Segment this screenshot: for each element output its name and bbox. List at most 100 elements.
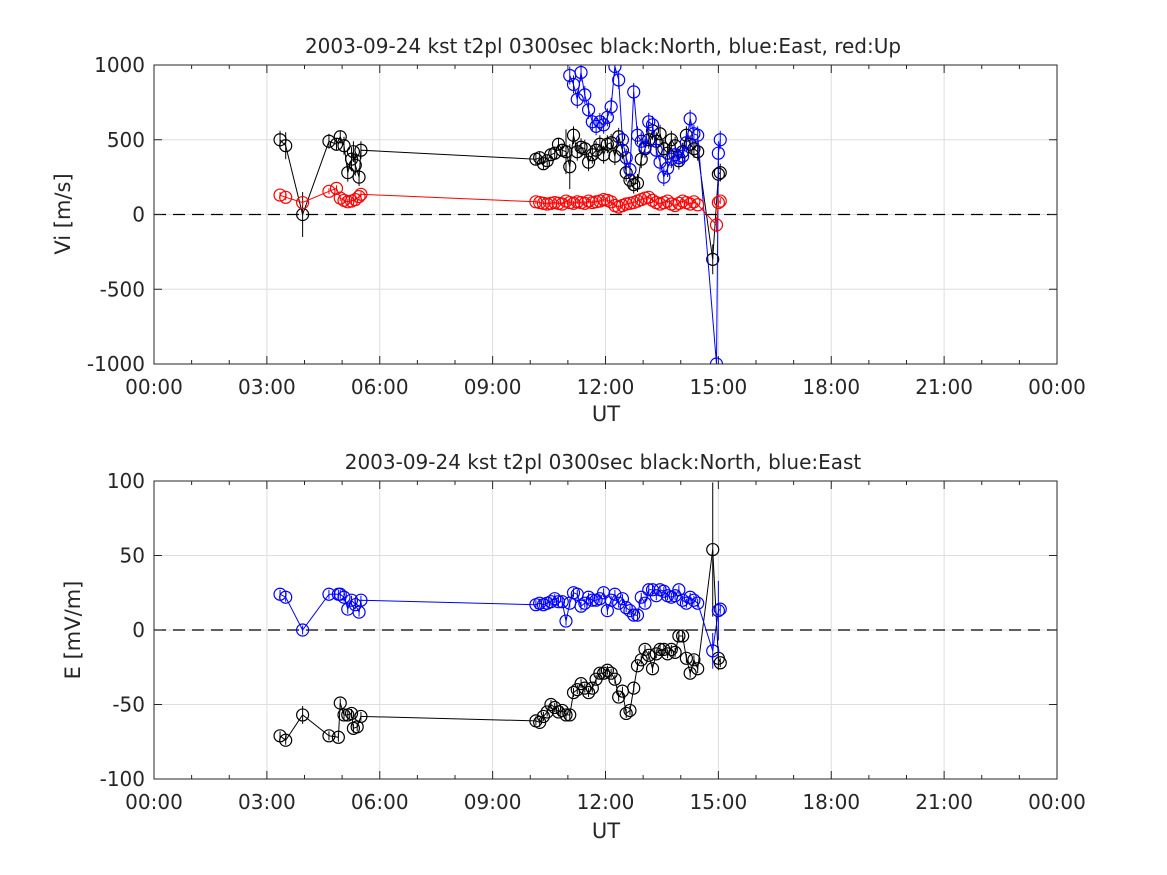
data-point <box>344 706 359 721</box>
data-point <box>711 146 725 160</box>
data-point <box>619 706 633 721</box>
data-point <box>555 197 569 211</box>
data-point <box>536 709 551 724</box>
data-point <box>585 593 599 607</box>
x-tick-label: 09:00 <box>464 375 522 399</box>
x-tick-label: 12:00 <box>577 790 635 814</box>
data-point <box>337 590 351 604</box>
chart-title: 2003-09-24 kst t2pl 0300sec black:North,… <box>305 34 901 58</box>
y-tick-label: 500 <box>107 128 145 152</box>
data-point <box>657 170 671 184</box>
y-tick-label: -1000 <box>87 352 145 376</box>
data-point <box>660 647 675 661</box>
data-point <box>627 681 641 695</box>
data-point <box>627 85 641 99</box>
data-point <box>322 184 336 198</box>
data-point <box>578 681 592 695</box>
data-point <box>555 703 569 718</box>
y-tick-label: 0 <box>132 203 145 227</box>
data-point <box>574 599 588 613</box>
data-point <box>687 593 701 607</box>
x-tick-label: 03:00 <box>238 790 296 814</box>
data-point <box>585 148 599 162</box>
chart-title: 2003-09-24 kst t2pl 0300sec black:North,… <box>345 450 862 474</box>
data-point <box>354 143 368 157</box>
data-point <box>615 592 630 606</box>
data-point <box>664 642 678 656</box>
data-point <box>676 149 690 163</box>
data-point <box>711 604 725 618</box>
x-tick-label: 18:00 <box>802 790 860 814</box>
y-tick-label: 100 <box>107 469 145 493</box>
data-point <box>333 130 347 144</box>
data-point <box>559 614 573 628</box>
data-point <box>691 198 705 212</box>
data-point <box>296 195 310 210</box>
x-tick-label: 03:00 <box>238 375 296 399</box>
data-layer <box>273 482 727 747</box>
data-point <box>713 166 727 180</box>
data-point <box>630 608 645 622</box>
data-point <box>581 155 596 169</box>
x-tick-label: 09:00 <box>464 790 522 814</box>
y-axis-label: Vi [m/s] <box>51 173 75 254</box>
data-point <box>668 148 682 162</box>
x-tick-label: 21:00 <box>915 375 973 399</box>
y-tick-label: -100 <box>100 767 145 791</box>
data-point <box>337 708 351 722</box>
data-point <box>672 196 686 210</box>
data-point <box>627 608 641 622</box>
data-point <box>337 139 351 153</box>
data-point <box>279 590 293 604</box>
data-point <box>623 703 637 718</box>
data-point <box>709 357 724 364</box>
data-point <box>322 134 336 148</box>
data-point <box>645 118 660 132</box>
data-point <box>589 119 603 133</box>
data-point <box>687 195 701 209</box>
data-point <box>593 115 607 129</box>
data-point <box>346 145 361 159</box>
data-point <box>683 666 697 680</box>
data-point <box>559 145 573 159</box>
x-tick-label: 15:00 <box>690 790 748 814</box>
data-point <box>608 672 622 686</box>
data-point <box>548 700 562 715</box>
data-point <box>642 115 656 129</box>
data-point <box>653 642 667 656</box>
series-line <box>569 66 721 364</box>
data-point <box>672 629 686 643</box>
data-point <box>329 181 344 195</box>
data-point <box>331 730 345 744</box>
data-point <box>660 161 675 175</box>
data-point <box>563 708 577 722</box>
data-point <box>711 195 725 210</box>
data-point <box>578 88 592 102</box>
data-point <box>713 656 727 670</box>
x-tick-label: 18:00 <box>802 375 860 399</box>
x-tick-label: 00:00 <box>125 790 183 814</box>
x-tick-label: 00:00 <box>1028 375 1086 399</box>
data-point <box>676 593 690 607</box>
data-point <box>540 705 554 719</box>
x-tick-label: 12:00 <box>577 375 635 399</box>
data-point <box>623 163 637 177</box>
data-point <box>296 708 310 722</box>
data-point <box>608 587 622 601</box>
data-point <box>713 133 727 147</box>
data-point <box>341 166 355 180</box>
data-point <box>619 601 633 615</box>
x-tick-label: 00:00 <box>125 375 183 399</box>
data-point <box>691 145 705 159</box>
y-axis-label: E [mV/m] <box>61 581 85 680</box>
x-axis-label: UT <box>592 819 620 843</box>
data-point <box>593 666 607 680</box>
electric-field-panel: 2003-09-24 kst t2pl 0300sec black:North,… <box>61 450 1086 843</box>
x-axis-label: UT <box>592 402 620 426</box>
data-point <box>645 662 660 676</box>
data-point <box>354 187 368 201</box>
data-point <box>563 160 577 174</box>
data-point <box>581 103 596 117</box>
data-point <box>566 128 581 142</box>
